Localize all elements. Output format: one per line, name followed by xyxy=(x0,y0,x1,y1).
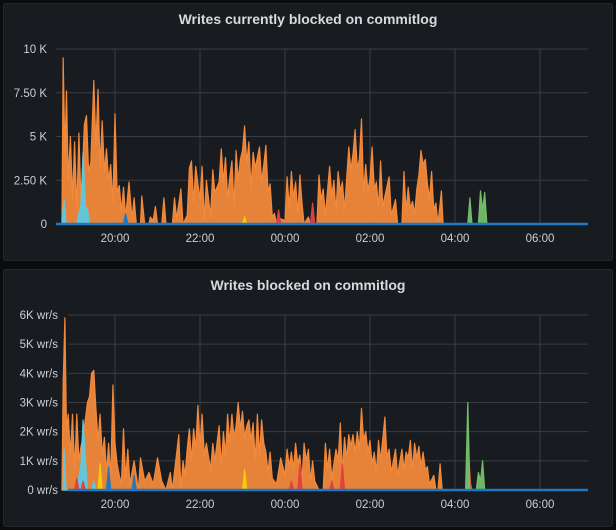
x-tick-label: 04:00 xyxy=(441,499,470,511)
panel-title[interactable]: Writes blocked on commitlog xyxy=(210,277,406,293)
y-tick-label: 0 xyxy=(41,219,47,231)
y-tick-label: 2.50 K xyxy=(14,175,48,187)
y-tick-label: 5K wr/s xyxy=(20,339,59,351)
x-tick-label: 06:00 xyxy=(526,233,555,245)
series-cyan xyxy=(62,419,97,491)
series-green xyxy=(465,401,486,491)
y-tick-label: 6K wr/s xyxy=(20,310,59,322)
series-orange xyxy=(61,57,448,225)
y-tick-label: 1K wr/s xyxy=(20,456,59,468)
y-tick-label: 10 K xyxy=(23,44,47,56)
y-tick-label: 3K wr/s xyxy=(20,398,59,410)
x-tick-label: 22:00 xyxy=(186,499,215,511)
grid xyxy=(68,314,588,491)
x-tick-label: 06:00 xyxy=(526,499,555,511)
x-tick-label: 02:00 xyxy=(356,233,385,245)
x-tick-label: 20:00 xyxy=(101,499,130,511)
x-tick-label: 02:00 xyxy=(356,499,385,511)
y-tick-label: 4K wr/s xyxy=(20,368,59,380)
y-tick-label: 5 K xyxy=(30,132,48,144)
x-tick-label: 00:00 xyxy=(271,499,300,511)
x-tick-label: 00:00 xyxy=(271,233,300,245)
panel-title[interactable]: Writes currently blocked on commitlog xyxy=(178,11,438,27)
x-tick-label: 22:00 xyxy=(186,233,215,245)
series-orange xyxy=(61,317,473,491)
x-tick-label: 04:00 xyxy=(441,233,470,245)
y-tick-label: 7.50 K xyxy=(14,88,48,100)
series-cyan xyxy=(61,151,91,225)
y-tick-label: 0 wr/s xyxy=(27,485,58,497)
x-tick-label: 20:00 xyxy=(101,233,130,245)
chart-writes-currently-blocked[interactable]: 0 2.50 K 5 K 7.50 K 10 K 20:00 22:00 00:00 02:00… xyxy=(0,0,616,265)
y-tick-label: 2K wr/s xyxy=(20,427,59,439)
